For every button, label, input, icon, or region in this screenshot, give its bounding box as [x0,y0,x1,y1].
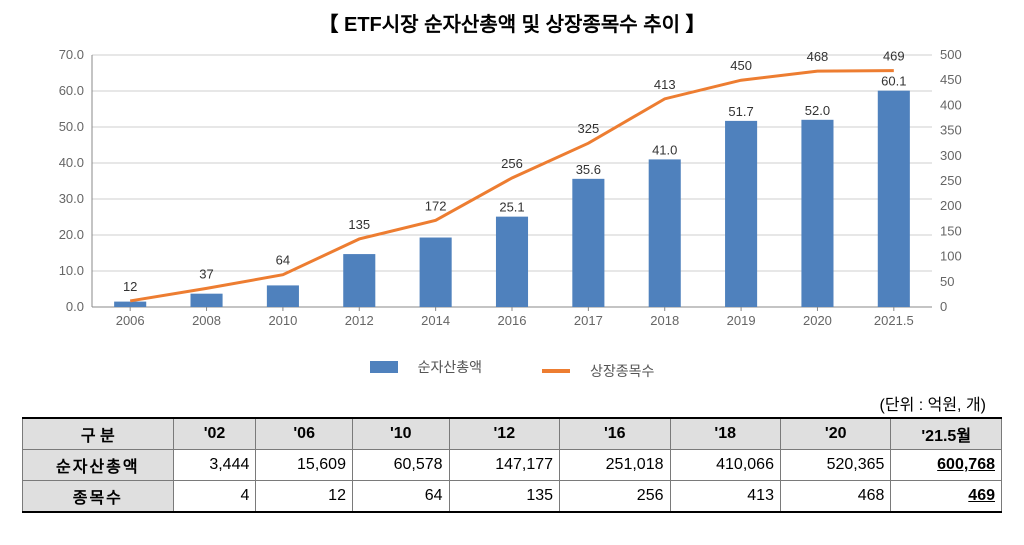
table-cell: 413 [670,481,780,513]
table-cell: 60,578 [352,450,449,481]
figure-container: 【 ETF시장 순자산총액 및 상장종목수 추이 】 0.0 10.0 20.0 30… [0,0,1024,523]
svg-text:51.7: 51.7 [728,104,753,119]
svg-text:2018: 2018 [650,313,679,328]
legend-bar-label: 순자산총액 [418,357,482,377]
svg-text:468: 468 [807,49,829,64]
svg-text:35.6: 35.6 [576,162,601,177]
table-cell: 12 [256,481,353,513]
table-cell: 251,018 [560,450,670,481]
chart-legend: 순자산총액 상장종목수 [20,353,1004,389]
svg-text:256: 256 [501,156,523,171]
svg-text:500: 500 [940,47,962,62]
svg-text:469: 469 [883,49,905,64]
table-header-cell: '02 [173,418,256,450]
table-cell: 520,365 [780,450,890,481]
svg-text:2014: 2014 [421,313,450,328]
svg-text:200: 200 [940,198,962,213]
table-header-cell: '10 [352,418,449,450]
svg-text:41.0: 41.0 [652,142,677,157]
svg-text:52.0: 52.0 [805,103,830,118]
table-cell: 468 [780,481,890,513]
svg-text:2006: 2006 [116,313,145,328]
table-cell: 256 [560,481,670,513]
svg-text:50.0: 50.0 [59,119,84,134]
svg-text:70.0: 70.0 [59,47,84,62]
table-row: 종목수41264135256413468469 [23,481,1002,513]
legend-bar: 순자산총액 [356,357,496,377]
svg-text:40.0: 40.0 [59,155,84,170]
svg-text:12: 12 [123,279,137,294]
unit-text: (단위 : 억원, 개) [20,389,1004,417]
svg-text:2017: 2017 [574,313,603,328]
legend-line-label: 상장종목수 [590,361,654,381]
svg-text:2021.5: 2021.5 [874,313,914,328]
svg-text:400: 400 [940,97,962,112]
svg-text:150: 150 [940,223,962,238]
table-header-cell: '21.5월 [891,418,1002,450]
svg-text:0.0: 0.0 [66,299,84,314]
svg-text:0: 0 [940,299,947,314]
row-label: 순자산총액 [23,450,174,481]
chart-title: 【 ETF시장 순자산총액 및 상장종목수 추이 】 [20,8,1004,37]
table-header-cell: '06 [256,418,353,450]
table-cell: 64 [352,481,449,513]
table-body: 순자산총액3,44415,60960,578147,177251,018410,… [23,450,1002,513]
svg-text:25.1: 25.1 [499,200,524,215]
legend-bar-swatch [370,361,398,373]
svg-text:2010: 2010 [268,313,297,328]
table-cell: 410,066 [670,450,780,481]
svg-text:135: 135 [348,217,370,232]
table-cell: 600,768 [891,450,1002,481]
svg-text:2008: 2008 [192,313,221,328]
table-header-cell: 구 분 [23,418,174,450]
svg-text:50: 50 [940,274,954,289]
svg-text:413: 413 [654,77,676,92]
svg-text:2019: 2019 [727,313,756,328]
table-header-cell: '18 [670,418,780,450]
table-cell: 147,177 [449,450,559,481]
svg-text:100: 100 [940,249,962,264]
svg-text:37: 37 [199,266,213,281]
table-header-cell: '16 [560,418,670,450]
table-header-row: 구 분'02'06'10'12'16'18'20'21.5월 [23,418,1002,450]
table-cell: 3,444 [173,450,256,481]
row-label: 종목수 [23,481,174,513]
svg-text:2016: 2016 [498,313,527,328]
svg-text:250: 250 [940,173,962,188]
svg-text:325: 325 [578,121,600,136]
svg-text:172: 172 [425,198,447,213]
svg-text:2012: 2012 [345,313,374,328]
svg-text:450: 450 [730,58,752,73]
table-cell: 4 [173,481,256,513]
svg-text:300: 300 [940,148,962,163]
data-table: 구 분'02'06'10'12'16'18'20'21.5월 순자산총액3,44… [22,417,1002,513]
svg-text:64: 64 [276,253,290,268]
svg-text:450: 450 [940,72,962,87]
svg-text:20.0: 20.0 [59,227,84,242]
svg-text:350: 350 [940,123,962,138]
table-header-cell: '12 [449,418,559,450]
table-header-cell: '20 [780,418,890,450]
table-cell: 469 [891,481,1002,513]
legend-line: 상장종목수 [528,361,668,381]
chart-svg: 0.0 10.0 20.0 30.0 40.0 50.0 60.0 70.0 0 50 100 150… [32,43,992,333]
svg-text:30.0: 30.0 [59,191,84,206]
svg-text:10.0: 10.0 [59,263,84,278]
legend-line-swatch [542,369,570,373]
chart-area: 0.0 10.0 20.0 30.0 40.0 50.0 60.0 70.0 0 50 100 150… [32,43,992,353]
svg-text:60.1: 60.1 [881,74,906,89]
table-cell: 135 [449,481,559,513]
svg-text:60.0: 60.0 [59,83,84,98]
svg-text:2020: 2020 [803,313,832,328]
table-row: 순자산총액3,44415,60960,578147,177251,018410,… [23,450,1002,481]
table-cell: 15,609 [256,450,353,481]
